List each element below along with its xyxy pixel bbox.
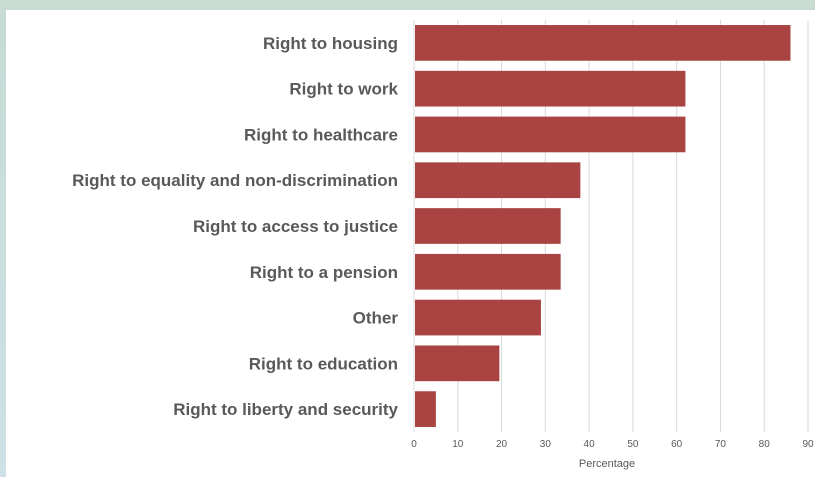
x-tick-label: 10 [452,439,464,450]
bar [415,116,686,153]
category-label: Right to education [249,354,398,373]
bar [415,208,561,244]
category-labels: Right to housing Right to work Right to he… [72,34,398,419]
bar [415,253,561,290]
bars [415,25,791,427]
category-label: Right to work [289,80,398,99]
x-tick-label: 40 [584,439,596,450]
bar [415,299,541,336]
bar [415,25,791,61]
x-tick-label: 80 [759,439,771,450]
category-label: Right to healthcare [244,125,398,144]
x-tick-label: 60 [671,439,683,450]
bar [415,162,581,199]
bar [415,345,500,382]
bar [415,70,686,107]
category-label: Right to housing [263,34,398,53]
bar [415,391,436,427]
x-axis-ticks: 0 10 20 30 40 50 60 70 80 90 [411,439,814,450]
x-tick-label: 20 [496,439,508,450]
x-tick-label: 50 [627,439,639,450]
x-tick-label: 0 [411,439,417,450]
category-label: Right to access to justice [193,217,398,236]
category-label: Right to equality and non-discrimination [72,171,398,190]
category-label: Right to liberty and security [173,400,398,419]
category-label: Right to a pension [250,263,398,282]
category-label: Other [353,309,399,328]
x-tick-label: 70 [715,439,727,450]
x-tick-label: 90 [802,439,814,450]
x-tick-label: 30 [540,439,552,450]
x-axis-title: Percentage [579,458,635,470]
